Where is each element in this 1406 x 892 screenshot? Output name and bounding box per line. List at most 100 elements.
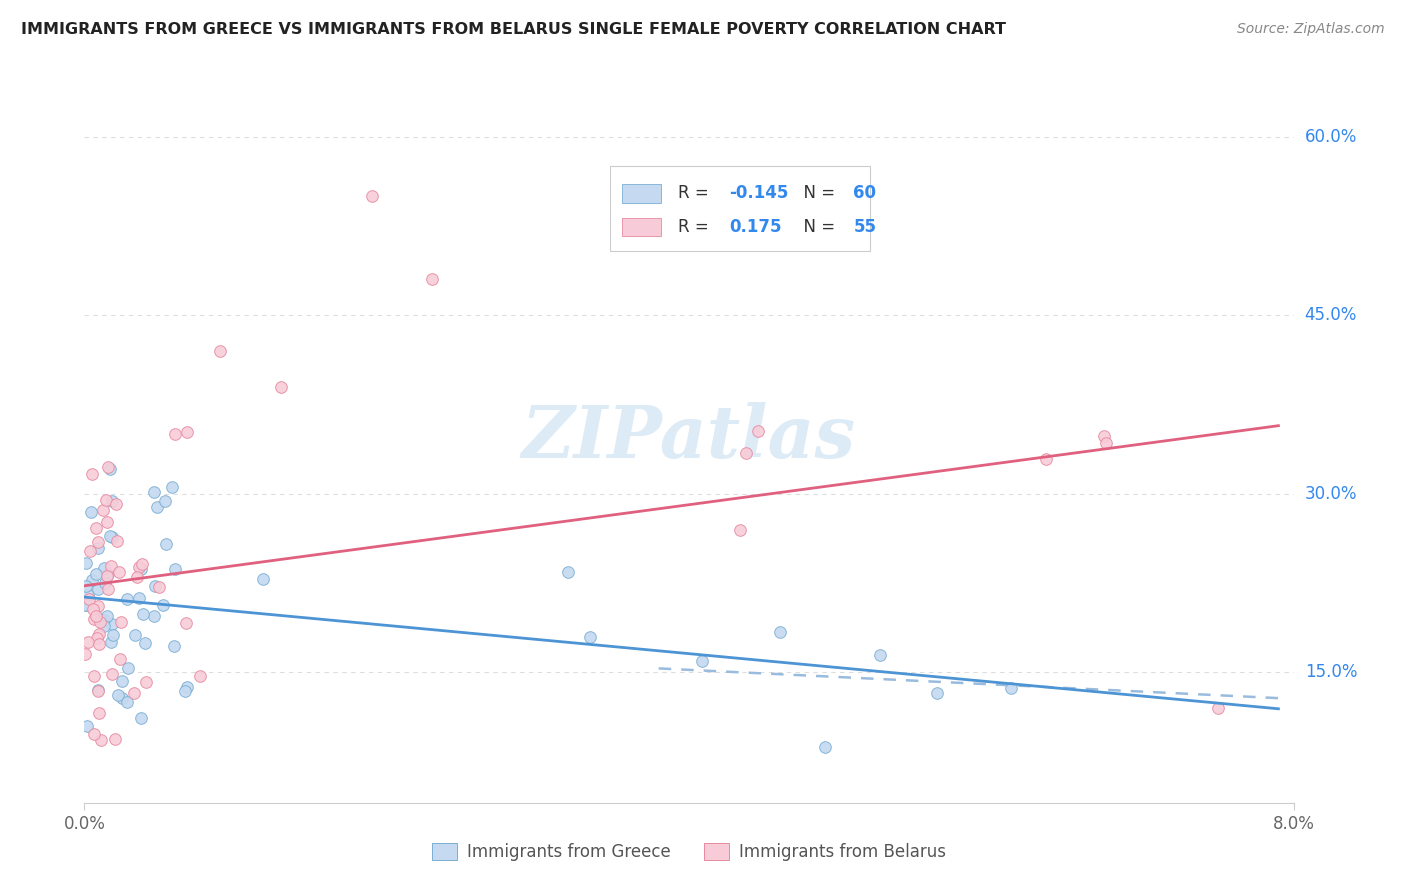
Point: [100, 635, 122, 649]
Point: [87, 684, 110, 698]
Text: IMMIGRANTS FROM GREECE VS IMMIGRANTS FROM BELARUS SINGLE FEMALE POVERTY CORRELAT: IMMIGRANTS FROM GREECE VS IMMIGRANTS FRO…: [21, 22, 1007, 37]
Point: [89, 706, 111, 720]
Point: [270, 379, 292, 393]
Point: [96, 492, 118, 507]
Point: [252, 572, 274, 586]
Point: [89, 615, 111, 629]
Point: [108, 565, 131, 579]
Point: [97, 566, 120, 581]
Point: [769, 624, 792, 639]
Point: [75, 598, 97, 612]
Point: [165, 427, 187, 442]
Point: [134, 636, 156, 650]
Point: [84, 609, 107, 624]
Point: [100, 559, 122, 574]
Point: [80, 467, 103, 481]
Point: [80, 505, 103, 519]
Point: [83, 612, 105, 626]
Point: [96, 569, 118, 583]
Point: [94, 576, 117, 591]
Point: [814, 739, 837, 754]
Point: [108, 652, 131, 666]
Point: [93, 619, 115, 633]
Text: 55: 55: [853, 218, 876, 236]
Point: [129, 711, 152, 725]
Point: [87, 599, 110, 613]
Point: [735, 446, 758, 460]
Point: [101, 530, 124, 544]
Point: [155, 537, 177, 551]
Text: R =: R =: [678, 185, 714, 202]
Point: [115, 695, 138, 709]
Point: [174, 616, 197, 631]
Text: R =: R =: [678, 218, 714, 236]
Point: [747, 424, 769, 438]
Point: [97, 460, 120, 475]
Point: [1000, 681, 1022, 695]
Point: [111, 691, 134, 706]
Point: [87, 541, 110, 555]
Point: [96, 515, 118, 529]
Point: [83, 726, 105, 740]
Point: [728, 524, 751, 538]
Point: [86, 582, 108, 596]
Point: [101, 628, 124, 642]
Text: 15.0%: 15.0%: [1305, 663, 1357, 681]
Point: [77, 635, 100, 649]
Point: [90, 613, 112, 627]
Text: -0.145: -0.145: [728, 185, 789, 202]
Point: [107, 689, 129, 703]
Point: [110, 615, 132, 630]
Point: [100, 493, 122, 508]
Point: [73, 647, 96, 661]
Point: [79, 543, 101, 558]
Point: [127, 570, 149, 584]
Point: [925, 686, 948, 700]
Point: [117, 660, 139, 674]
Point: [86, 631, 108, 645]
Point: [111, 674, 134, 689]
Point: [98, 462, 121, 476]
Point: [1035, 452, 1057, 467]
Point: [87, 637, 110, 651]
Point: [190, 669, 212, 683]
Point: [143, 579, 166, 593]
Point: [104, 497, 127, 511]
Point: [360, 189, 382, 203]
Text: 60.0%: 60.0%: [1305, 128, 1357, 145]
Point: [148, 580, 170, 594]
FancyBboxPatch shape: [610, 167, 870, 251]
Point: [86, 611, 108, 625]
Point: [77, 592, 100, 607]
Point: [91, 503, 114, 517]
Point: [142, 609, 165, 624]
Point: [97, 582, 120, 597]
Point: [128, 591, 150, 605]
Point: [145, 500, 167, 515]
Point: [93, 560, 115, 574]
Point: [176, 681, 198, 695]
Point: [82, 602, 104, 616]
Text: 0.175: 0.175: [728, 218, 782, 236]
Point: [124, 628, 146, 642]
Point: [100, 667, 122, 681]
Point: [75, 598, 97, 612]
Point: [90, 733, 112, 747]
Point: [152, 598, 174, 612]
Point: [87, 535, 110, 549]
Point: [135, 675, 157, 690]
Text: 60: 60: [853, 185, 876, 202]
Point: [84, 566, 107, 581]
Point: [98, 529, 121, 543]
Text: Source: ZipAtlas.com: Source: ZipAtlas.com: [1237, 22, 1385, 37]
Point: [174, 684, 197, 698]
Point: [162, 480, 184, 494]
Point: [117, 591, 139, 606]
Point: [129, 562, 152, 576]
Point: [153, 494, 176, 508]
Point: [76, 718, 98, 732]
Point: [122, 686, 145, 700]
Point: [131, 557, 153, 571]
Point: [1092, 429, 1115, 443]
Point: [163, 639, 186, 653]
